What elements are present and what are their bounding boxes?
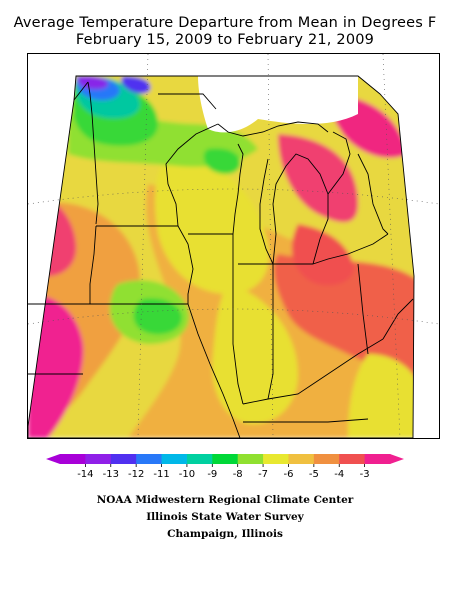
legend-swatch <box>364 454 391 464</box>
credit-survey: Illinois State Water Survey <box>146 511 304 523</box>
legend-swatch <box>237 454 264 464</box>
legend-label: -8 <box>233 469 243 480</box>
legend-label: -11 <box>153 469 169 480</box>
legend-label: -14 <box>77 469 93 480</box>
legend-swatch <box>212 454 239 464</box>
legend-swatch <box>60 454 86 464</box>
credit-organization: NOAA Midwestern Regional Climate Center <box>96 494 354 506</box>
legend-label: -12 <box>128 469 144 480</box>
legend-swatch <box>161 454 188 464</box>
legend-arrow-high <box>390 454 404 464</box>
legend-label: -7 <box>258 469 268 480</box>
temperature-departure-map <box>27 53 440 439</box>
legend-label: -6 <box>283 469 293 480</box>
legend-label: -4 <box>334 469 344 480</box>
color-legend: -14 -13 -12 -11 -10 -9 -8 -7 -6 -5 -4 -3 <box>40 450 410 484</box>
data-domain-outline <box>28 75 415 438</box>
credit-location: Champaign, Illinois <box>167 528 283 540</box>
legend-swatch <box>313 454 340 464</box>
map-title: Average Temperature Departure from Mean … <box>13 15 437 31</box>
state-boundaries <box>28 81 414 438</box>
map-subtitle-date-range: February 15, 2009 to February 21, 2009 <box>75 32 375 48</box>
temperature-contour-field <box>28 76 414 438</box>
legend-swatch <box>339 454 366 464</box>
legend-label: -10 <box>179 469 195 480</box>
legend-swatch <box>85 454 112 464</box>
legend-label: -5 <box>309 469 319 480</box>
legend-swatch <box>136 454 163 464</box>
legend-label: -3 <box>360 469 370 480</box>
legend-arrow-low <box>46 454 60 464</box>
legend-swatch <box>110 454 137 464</box>
legend-swatch <box>263 454 289 464</box>
legend-label: -9 <box>207 469 217 480</box>
legend-swatch <box>288 454 315 464</box>
graticule <box>28 54 439 438</box>
legend-label: -13 <box>103 469 119 480</box>
legend-swatch <box>186 454 213 464</box>
